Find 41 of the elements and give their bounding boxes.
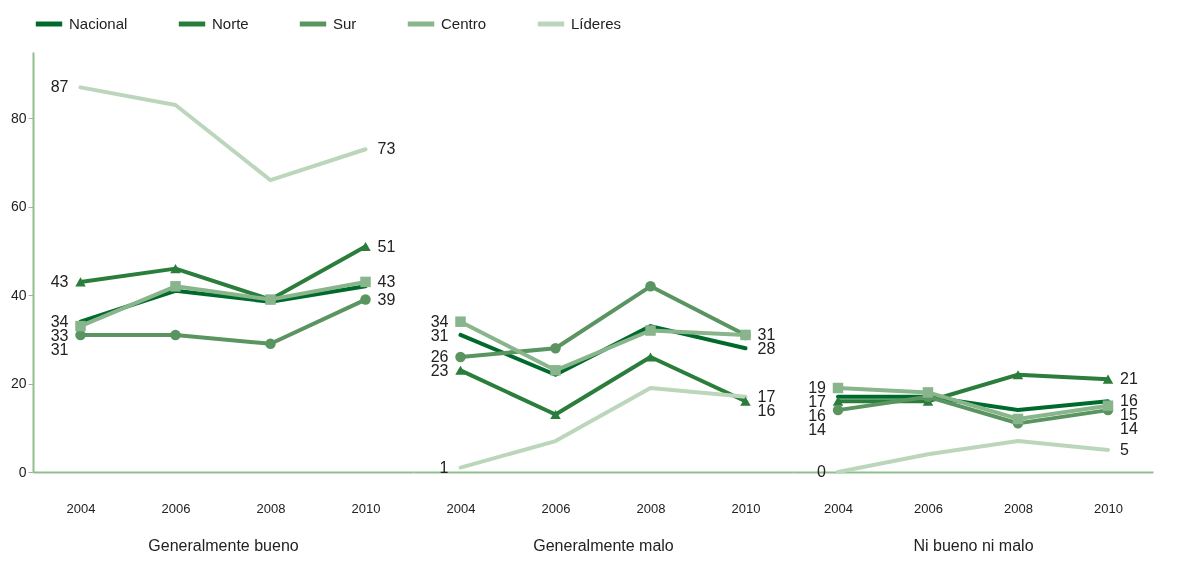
x-tick-label: 2010	[1094, 500, 1123, 516]
y-tick-label: 20	[10, 375, 27, 392]
x-tick-label: 2008	[256, 500, 286, 516]
data-label: 87	[50, 78, 69, 96]
data-label: 16	[808, 407, 827, 424]
legend-label: Centro	[441, 15, 487, 32]
data-label: 0	[817, 463, 827, 480]
y-tick-label: 80	[10, 109, 27, 126]
data-label: 17	[808, 393, 827, 410]
x-tick-label: 2004	[824, 500, 853, 516]
x-tick-label: 2008	[1004, 500, 1033, 516]
y-tick-label: 60	[10, 198, 27, 215]
y-tick-label: 40	[10, 286, 27, 303]
x-tick-label: 2004	[66, 500, 96, 516]
legend-label: Líderes	[571, 15, 622, 32]
legend-label: Sur	[333, 15, 357, 32]
data-label: 73	[377, 140, 396, 158]
legend-label: Nacional	[69, 15, 128, 32]
data-label: 51	[377, 237, 396, 255]
data-label: 21	[1120, 370, 1138, 388]
x-tick-label: 2010	[731, 500, 761, 516]
data-label: 5	[1120, 440, 1129, 458]
data-label: 19	[808, 379, 827, 396]
data-label: 14	[1120, 420, 1138, 438]
data-label: 14	[808, 421, 827, 438]
data-label: 39	[377, 290, 396, 308]
x-axis-title: Ni bueno ni malo	[913, 536, 1034, 554]
y-tick-label: 0	[18, 463, 27, 480]
x-tick-label: 2008	[636, 500, 666, 516]
data-label: 43	[50, 272, 69, 290]
x-tick-label: 2006	[161, 500, 191, 516]
x-tick-label: 2006	[541, 500, 571, 516]
x-tick-label: 2004	[446, 500, 476, 516]
x-tick-label: 2006	[914, 500, 943, 516]
x-axis-title: Generalmente bueno	[148, 536, 299, 554]
legend-label: Norte	[212, 15, 249, 32]
x-axis-title: Generalmente malo	[533, 536, 674, 554]
x-tick-label: 2010	[351, 500, 381, 516]
data-label: 1	[439, 458, 449, 476]
data-label: 43	[377, 272, 396, 290]
data-label: 23	[430, 362, 449, 380]
